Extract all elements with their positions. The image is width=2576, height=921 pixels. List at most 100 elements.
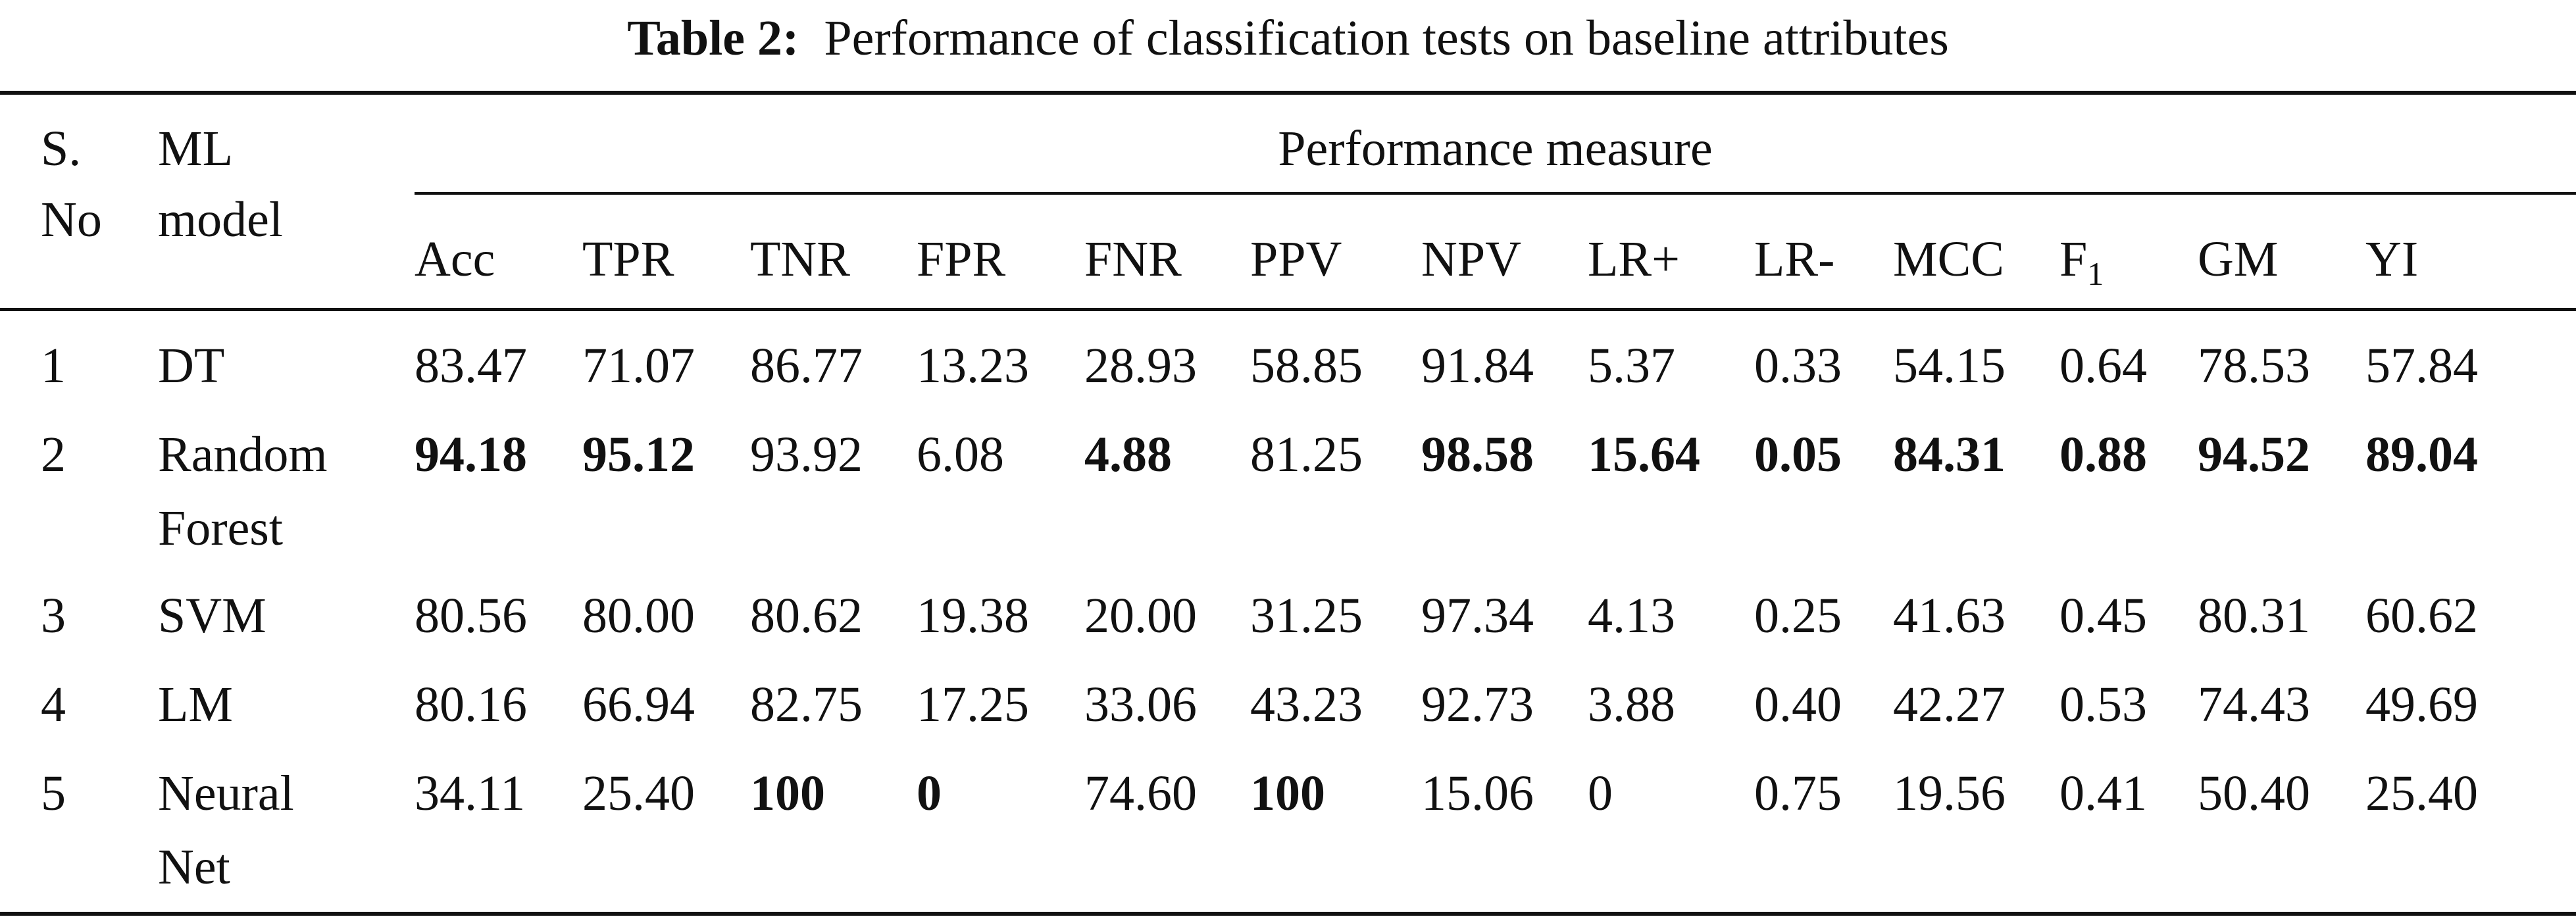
caption-label: Table 2: xyxy=(627,11,799,66)
header-rule xyxy=(0,308,2576,311)
table-cell: 41.63 xyxy=(1893,588,2006,643)
row-model-name: LM xyxy=(158,677,233,732)
row-sno: 1 xyxy=(41,338,66,393)
row-model-name-line2: Net xyxy=(158,839,230,895)
header-model-line2: model xyxy=(158,192,283,247)
metric-header: PPV xyxy=(1250,222,1342,296)
table-cell: 84.31 xyxy=(1893,427,2006,482)
metric-header-subscript: 1 xyxy=(2087,255,2104,292)
table-cell: 74.60 xyxy=(1084,766,1197,821)
table-cell: 17.25 xyxy=(917,677,1029,732)
metric-header: FNR xyxy=(1084,222,1182,296)
table-cell: 66.94 xyxy=(582,677,695,732)
table-cell: 93.92 xyxy=(750,427,863,482)
table-cell: 57.84 xyxy=(2365,338,2478,393)
row-model-name-line2: Forest xyxy=(158,501,283,556)
table-cell: 0.40 xyxy=(1754,677,1842,732)
table-cell: 82.75 xyxy=(750,677,863,732)
table-cell: 94.52 xyxy=(2198,427,2310,482)
table-cell: 6.08 xyxy=(917,427,1004,482)
table-cell: 50.40 xyxy=(2198,766,2310,821)
caption-text: Performance of classification tests on b… xyxy=(824,11,1949,66)
metric-header: LR+ xyxy=(1588,222,1680,296)
table-cell: 4.13 xyxy=(1588,588,1675,643)
table-cell: 25.40 xyxy=(2365,766,2478,821)
metric-header: TPR xyxy=(582,222,674,296)
table-cell: 20.00 xyxy=(1084,588,1197,643)
table-cell: 91.84 xyxy=(1421,338,1534,393)
table-cell: 100 xyxy=(1250,766,1325,821)
table-cell: 0 xyxy=(1588,766,1613,821)
table-cell: 0.33 xyxy=(1754,338,1842,393)
table-cell: 5.37 xyxy=(1588,338,1675,393)
table-cell: 42.27 xyxy=(1893,677,2006,732)
table-cell: 0.53 xyxy=(2059,677,2147,732)
header-sno-line2: No xyxy=(41,192,102,247)
table-cell: 34.11 xyxy=(415,766,526,821)
table-cell: 15.06 xyxy=(1421,766,1534,821)
table-cell: 13.23 xyxy=(917,338,1029,393)
table-cell: 98.58 xyxy=(1421,427,1534,482)
row-sno: 5 xyxy=(41,766,66,821)
row-model-name: Neural xyxy=(158,766,294,821)
bottom-rule xyxy=(0,912,2576,916)
table-cell: 78.53 xyxy=(2198,338,2310,393)
row-model-name: Random xyxy=(158,427,328,482)
table-cell: 74.43 xyxy=(2198,677,2310,732)
table-cell: 0.45 xyxy=(2059,588,2147,643)
table-caption: Table 2: Performance of classification t… xyxy=(0,5,2576,71)
metric-header: Acc xyxy=(415,222,495,296)
table-cell: 80.56 xyxy=(415,588,527,643)
table-cell: 80.16 xyxy=(415,677,527,732)
table-cell: 80.62 xyxy=(750,588,863,643)
performance-group-rule xyxy=(415,192,2576,195)
header-sno-line1: S. xyxy=(41,121,82,176)
metric-header-label: GM xyxy=(2198,232,2279,287)
metric-header-label: FNR xyxy=(1084,232,1182,287)
performance-measure-title: Performance measure xyxy=(1278,121,1713,176)
metric-header-label: YI xyxy=(2365,232,2419,287)
metric-header: LR- xyxy=(1754,222,1834,296)
row-sno: 2 xyxy=(41,427,66,482)
table-cell: 25.40 xyxy=(582,766,695,821)
table-cell: 89.04 xyxy=(2365,427,2478,482)
table-cell: 60.62 xyxy=(2365,588,2478,643)
metric-header-label: F xyxy=(2059,232,2088,287)
row-sno: 4 xyxy=(41,677,66,732)
table-cell: 0.88 xyxy=(2059,427,2147,482)
table-cell: 80.31 xyxy=(2198,588,2310,643)
top-rule xyxy=(0,91,2576,95)
row-sno: 3 xyxy=(41,588,66,643)
table-cell: 33.06 xyxy=(1084,677,1197,732)
table-cell: 19.56 xyxy=(1893,766,2006,821)
table-cell: 86.77 xyxy=(750,338,863,393)
table-cell: 100 xyxy=(750,766,825,821)
table-cell: 43.23 xyxy=(1250,677,1363,732)
metric-header: TNR xyxy=(750,222,850,296)
row-model-name: SVM xyxy=(158,588,266,643)
metric-header: MCC xyxy=(1893,222,2004,296)
metric-header: FPR xyxy=(917,222,1005,296)
metric-header-label: TPR xyxy=(582,232,674,287)
table-cell: 0.41 xyxy=(2059,766,2147,821)
table-cell: 0.05 xyxy=(1754,427,1842,482)
table-cell: 3.88 xyxy=(1588,677,1675,732)
table-cell: 81.25 xyxy=(1250,427,1363,482)
metric-header-label: MCC xyxy=(1893,232,2004,287)
table-cell: 28.93 xyxy=(1084,338,1197,393)
table-cell: 83.47 xyxy=(415,338,527,393)
table-cell: 49.69 xyxy=(2365,677,2478,732)
table-cell: 95.12 xyxy=(582,427,695,482)
metric-header-label: TNR xyxy=(750,232,850,287)
metric-header-label: PPV xyxy=(1250,232,1342,287)
table-cell: 71.07 xyxy=(582,338,695,393)
table-cell: 15.64 xyxy=(1588,427,1700,482)
metric-header-label: NPV xyxy=(1421,232,1522,287)
table-cell: 0.25 xyxy=(1754,588,1842,643)
metric-header: GM xyxy=(2198,222,2278,296)
metric-header: YI xyxy=(2365,222,2418,296)
metric-header-label: Acc xyxy=(415,232,495,287)
table-cell: 4.88 xyxy=(1084,427,1172,482)
metric-header-label: LR- xyxy=(1754,232,1835,287)
metric-header-label: FPR xyxy=(917,232,1006,287)
